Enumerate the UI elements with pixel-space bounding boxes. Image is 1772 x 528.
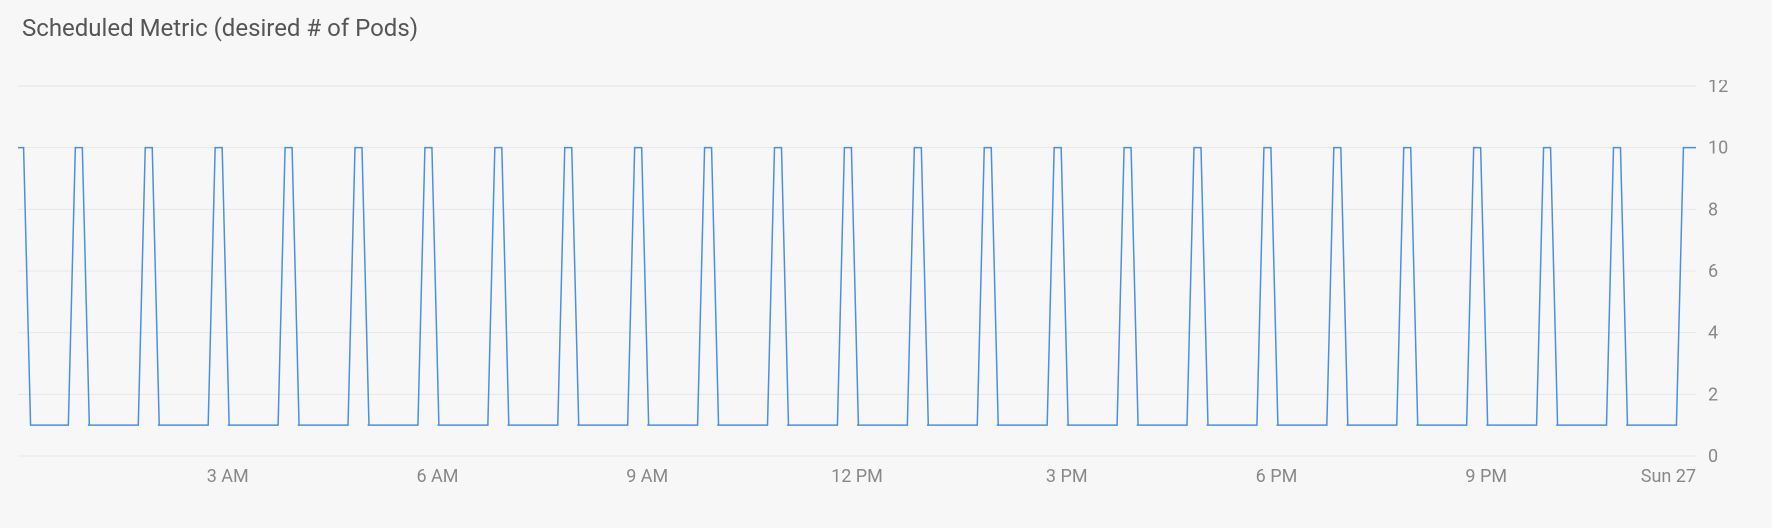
chart-title: Scheduled Metric (desired # of Pods) <box>18 0 1772 42</box>
y-tick-label: 4 <box>1708 323 1718 344</box>
y-tick-label: 0 <box>1708 446 1718 467</box>
x-tick-label: 12 PM <box>831 466 883 487</box>
x-tick-label: 3 AM <box>207 466 249 487</box>
x-tick-label: 6 AM <box>416 466 458 487</box>
chart-panel: Scheduled Metric (desired # of Pods) 0 2 4… <box>0 0 1772 528</box>
y-tick-label: 10 <box>1708 138 1728 159</box>
y-tick-label: 2 <box>1708 384 1718 405</box>
y-tick-label: 12 <box>1708 80 1728 97</box>
x-tick-label: 3 PM <box>1046 466 1088 487</box>
x-tick-label: 9 PM <box>1465 466 1507 487</box>
chart-grid: 0 2 4 6 8 10 12 <box>18 80 1728 467</box>
x-axis-labels: 3 AM 6 AM 9 AM 12 PM 3 PM 6 PM 9 PM Sun 27 <box>207 466 1696 487</box>
x-tick-label: Sun 27 <box>1641 466 1696 487</box>
chart-svg: 0 2 4 6 8 10 12 3 AM 6 AM 9 AM 12 PM 3 PM 6 PM 9 PM Su… <box>18 80 1754 490</box>
series-line <box>18 148 1696 426</box>
y-tick-label: 8 <box>1708 199 1718 220</box>
y-tick-label: 6 <box>1708 261 1718 282</box>
chart-plot-area[interactable]: 0 2 4 6 8 10 12 3 AM 6 AM 9 AM 12 PM 3 PM 6 PM 9 PM Su… <box>18 80 1754 490</box>
x-tick-label: 9 AM <box>626 466 668 487</box>
x-tick-label: 6 PM <box>1256 466 1298 487</box>
